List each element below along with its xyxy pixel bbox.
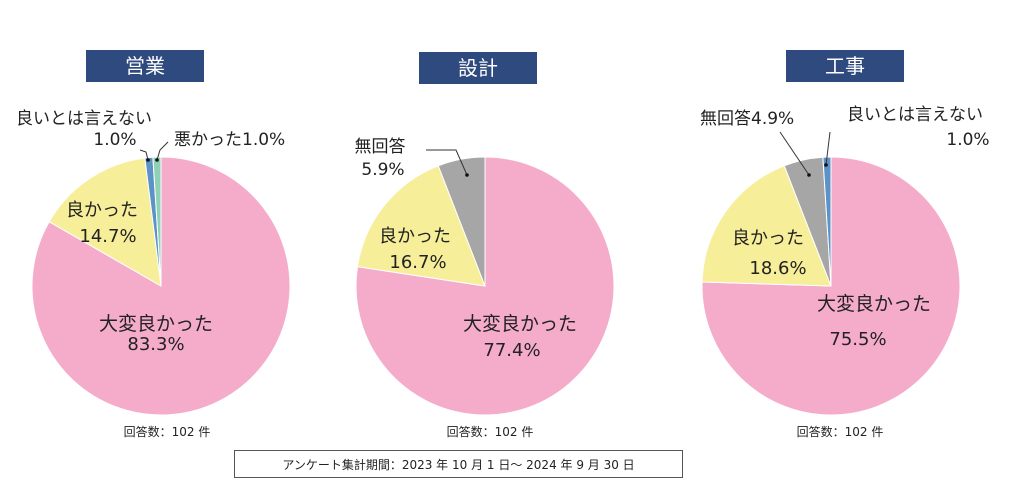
slice-percent: 83.3%: [127, 334, 184, 355]
chart-title: 工事: [825, 54, 865, 78]
chart-title: 設計: [458, 56, 498, 80]
slice-name: 悪かった: [174, 130, 242, 150]
response-count: 回答数：102 件: [124, 424, 211, 439]
slice-name: 無回答: [355, 137, 406, 157]
slice-percent: 16.7%: [389, 252, 446, 273]
slice-name: 良かった: [66, 200, 138, 221]
slice-percent: 1.0%: [946, 130, 989, 150]
slice-percent: 14.7%: [79, 226, 136, 247]
slice-percent: 75.5%: [829, 329, 886, 350]
slice-label: 無回答4.9%: [700, 109, 794, 129]
response-count: 回答数：102 件: [447, 424, 534, 439]
chart-title: 営業: [125, 54, 165, 78]
survey-period-text: アンケート集計期間：2023 年 10 月 1 日～ 2024 年 9 月 30…: [282, 457, 635, 472]
leader-line: [825, 131, 831, 166]
slice-percent: 1.0%: [242, 130, 285, 150]
pie-slice: [437, 156, 486, 287]
slice-name: 大変良かった: [463, 313, 577, 335]
leader-dot: [807, 173, 811, 177]
pie-slice: [152, 156, 162, 287]
leader-line: [156, 141, 169, 161]
slice-percent: 1.0%: [93, 130, 136, 150]
slice-percent: 5.9%: [361, 160, 404, 180]
survey-period-note: アンケート集計期間：2023 年 10 月 1 日～ 2024 年 9 月 30…: [234, 450, 683, 478]
chart-title-box: [419, 52, 537, 84]
pie-slice: [701, 165, 832, 287]
chart-title-box: [786, 50, 904, 82]
leader-dot: [824, 163, 828, 167]
leader-dot: [465, 173, 469, 177]
slice-name: 良いとは言えない: [16, 109, 152, 129]
slice-name: 大変良かった: [817, 293, 931, 315]
slice-label: 悪かった1.0%: [174, 130, 285, 150]
leader-line: [426, 149, 468, 176]
leader-dot: [155, 158, 159, 162]
slice-name: 大変良かった: [99, 313, 213, 335]
chart-title-box: [86, 50, 204, 82]
pie-slice: [355, 156, 615, 416]
slice-name: 無回答: [700, 109, 751, 129]
slice-name: 良かった: [379, 226, 451, 247]
slice-percent: 18.6%: [749, 258, 806, 279]
slice-name: 良かった: [732, 228, 804, 249]
slice-percent: 4.9%: [751, 109, 794, 129]
response-count: 回答数：102 件: [797, 424, 884, 439]
slice-percent: 77.4%: [483, 340, 540, 361]
leader-line: [779, 131, 810, 176]
pie-slice: [356, 165, 486, 287]
slice-name: 良いとは言えない: [847, 105, 983, 125]
leader-dot: [146, 158, 150, 162]
leader-line: [139, 149, 149, 161]
pie-slice: [48, 157, 162, 287]
